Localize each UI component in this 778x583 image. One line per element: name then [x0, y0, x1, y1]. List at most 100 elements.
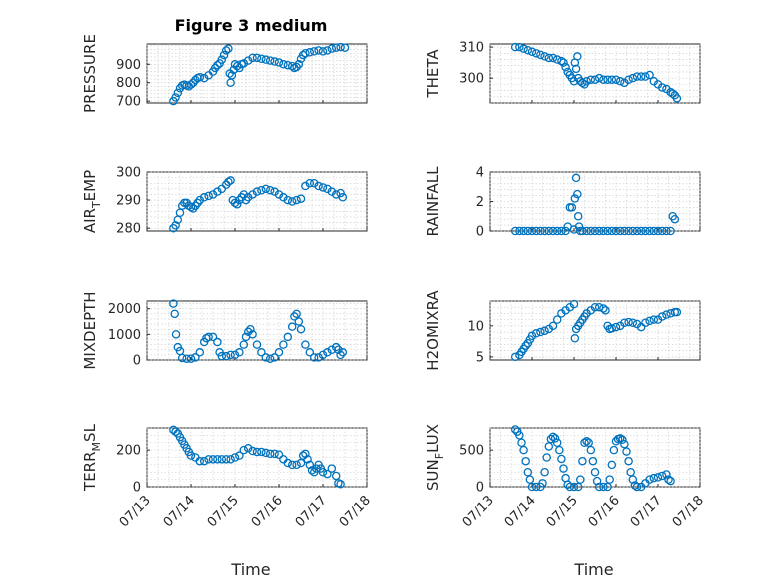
- sun_flux-point: [510, 425, 520, 434]
- y-tick-label: 310: [459, 41, 484, 56]
- h2omixra-point: [510, 352, 520, 362]
- mixdepth-point: [204, 332, 213, 342]
- air_temp-point: [224, 177, 233, 187]
- h2omixra-point: [607, 324, 617, 333]
- mixdepth-point: [283, 332, 293, 342]
- rainfall-axes: 0 2 4 RAINFALL: [424, 166, 701, 240]
- theta-point: [544, 53, 554, 63]
- rainfall-point: [573, 211, 583, 221]
- terr_msl-point: [331, 471, 341, 481]
- pressure-point: [191, 75, 200, 85]
- theta-axes: 300 310 THETA: [424, 41, 701, 104]
- sun_flux-point: [519, 445, 528, 455]
- theta-point: [636, 72, 646, 81]
- sun_flux-point: [546, 434, 556, 444]
- h2omixra-point: [620, 318, 629, 327]
- rainfall-point: [599, 226, 608, 236]
- y-tick-label: 0: [133, 481, 141, 496]
- figure-title: Figure 3 medium: [175, 16, 328, 35]
- mixdepth-point: [296, 324, 306, 334]
- y-tick-label: 300: [459, 72, 484, 87]
- terr_msl-point: [239, 445, 249, 455]
- terr_msl-point: [195, 456, 205, 466]
- air_temp-point: [287, 197, 297, 206]
- y-axis-label: TERRMSL: [81, 423, 103, 492]
- pressure-point: [331, 43, 341, 52]
- x-tick-label: 07/14: [502, 493, 539, 530]
- theta-point: [557, 56, 566, 66]
- air_temp-point: [226, 176, 235, 185]
- terr_msl-point: [303, 455, 312, 464]
- theta-point: [590, 75, 600, 84]
- y-axis-label: THETA: [424, 49, 442, 99]
- rainfall-point: [527, 226, 537, 236]
- pressure-point: [199, 73, 209, 83]
- rainfall-point: [615, 226, 625, 236]
- y-tick-label: 700: [116, 95, 141, 110]
- sun_flux-point: [645, 475, 654, 484]
- x-tick-label: 07/16: [249, 493, 286, 530]
- sun_flux-point: [657, 471, 667, 481]
- air_temp-point: [274, 190, 284, 199]
- h2omixra-point: [536, 327, 545, 337]
- air_temp-point: [270, 187, 279, 196]
- rainfall-point: [649, 226, 659, 236]
- mixdepth-point: [292, 309, 301, 319]
- pressure-point: [279, 60, 288, 69]
- air_temp-point: [171, 221, 180, 230]
- sun_flux-point: [615, 434, 625, 443]
- rainfall-point: [578, 226, 587, 236]
- x-tick-label: 07/14: [161, 493, 198, 530]
- rainfall-point: [571, 173, 581, 183]
- mixdepth-point: [235, 348, 244, 357]
- theta-point: [645, 70, 654, 80]
- theta-point: [672, 94, 682, 103]
- sun_flux-point: [521, 456, 530, 466]
- rainfall-point: [657, 226, 667, 236]
- rainfall-point: [552, 226, 562, 236]
- x-tick-label: 07/17: [628, 493, 665, 530]
- theta-point: [571, 64, 581, 74]
- h2omixra-point: [611, 322, 621, 332]
- pressure-point: [294, 60, 304, 69]
- theta-point: [540, 52, 549, 61]
- pressure-point: [323, 46, 332, 55]
- sun_flux-point: [584, 438, 593, 447]
- terr_msl-point: [235, 451, 244, 460]
- y-tick-label: 5: [476, 350, 484, 365]
- sun_flux-point: [618, 435, 627, 445]
- left-x-axis-label: Time: [230, 560, 270, 579]
- sun_flux-point: [653, 473, 663, 482]
- pressure-point: [248, 53, 257, 63]
- x-tick-label: 07/18: [337, 493, 374, 530]
- mixdepth-point: [294, 317, 304, 326]
- theta-point: [559, 58, 568, 67]
- sun_flux-point: [573, 482, 583, 492]
- rainfall-point: [620, 226, 629, 236]
- mixdepth-point: [170, 309, 179, 319]
- pressure-point: [309, 47, 319, 56]
- pressure-point: [186, 80, 196, 89]
- h2omixra-point: [624, 317, 633, 327]
- terr_msl-point: [221, 455, 231, 464]
- mixdepth-point: [239, 340, 249, 349]
- pressure-point: [252, 53, 262, 63]
- terr_msl-point: [305, 460, 315, 470]
- h2omixra-axes: 5 10 H2OMIXRA: [424, 290, 701, 371]
- theta-point: [523, 45, 533, 55]
- theta-point: [582, 77, 591, 86]
- mixdepth-point: [323, 348, 332, 357]
- rainfall-point: [653, 226, 663, 236]
- y-tick-label: 500: [459, 444, 484, 459]
- y-tick-label: 290: [116, 194, 141, 209]
- h2omixra-point: [527, 331, 537, 341]
- terr_msl-point: [265, 449, 275, 459]
- terr_msl-point: [296, 458, 306, 468]
- mixdepth-point: [314, 353, 323, 362]
- theta-point: [515, 42, 524, 52]
- mixdepth-point: [252, 340, 262, 349]
- air_temp-point: [309, 178, 319, 188]
- rainfall-point: [603, 226, 612, 236]
- rainfall-point: [670, 214, 680, 224]
- terr_msl-point: [283, 458, 293, 468]
